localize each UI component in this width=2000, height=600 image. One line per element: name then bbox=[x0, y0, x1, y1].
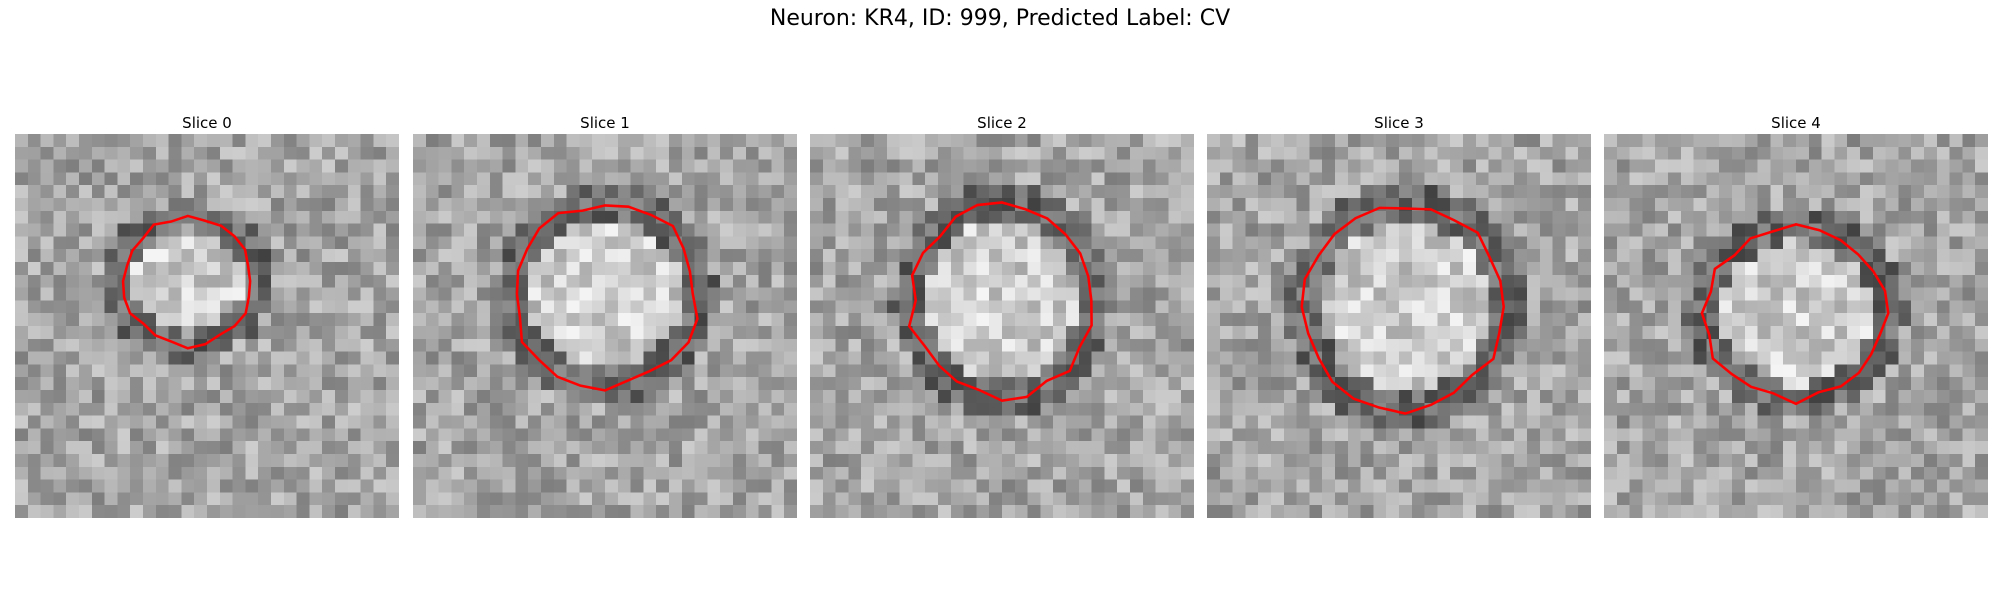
slice-title-2: Slice 2 bbox=[977, 114, 1027, 132]
slice-panel-4: Slice 4 bbox=[1604, 112, 1988, 518]
contour-2 bbox=[907, 201, 1093, 402]
slice-panel-1: Slice 1 bbox=[413, 112, 797, 518]
slice-panel-3: Slice 3 bbox=[1207, 112, 1591, 518]
contour-4 bbox=[1700, 223, 1890, 406]
slice-title-3: Slice 3 bbox=[1374, 114, 1424, 132]
slice-title-0: Slice 0 bbox=[182, 114, 232, 132]
figure-title: Neuron: KR4, ID: 999, Predicted Label: C… bbox=[769, 6, 1231, 31]
contour-3 bbox=[1300, 206, 1505, 415]
slice-title-1: Slice 1 bbox=[580, 114, 630, 132]
slice-panel-2: Slice 2 bbox=[810, 112, 1194, 518]
slice-panel-0: Slice 0 bbox=[15, 112, 399, 518]
slice-image-0 bbox=[15, 134, 399, 518]
contour-1 bbox=[515, 204, 699, 392]
slice-image-1 bbox=[413, 134, 797, 518]
slice-image-4 bbox=[1604, 134, 1988, 518]
slice-image-2 bbox=[810, 134, 1194, 518]
slice-image-3 bbox=[1207, 134, 1591, 518]
slice-title-4: Slice 4 bbox=[1771, 114, 1821, 132]
contour-0 bbox=[121, 214, 252, 350]
